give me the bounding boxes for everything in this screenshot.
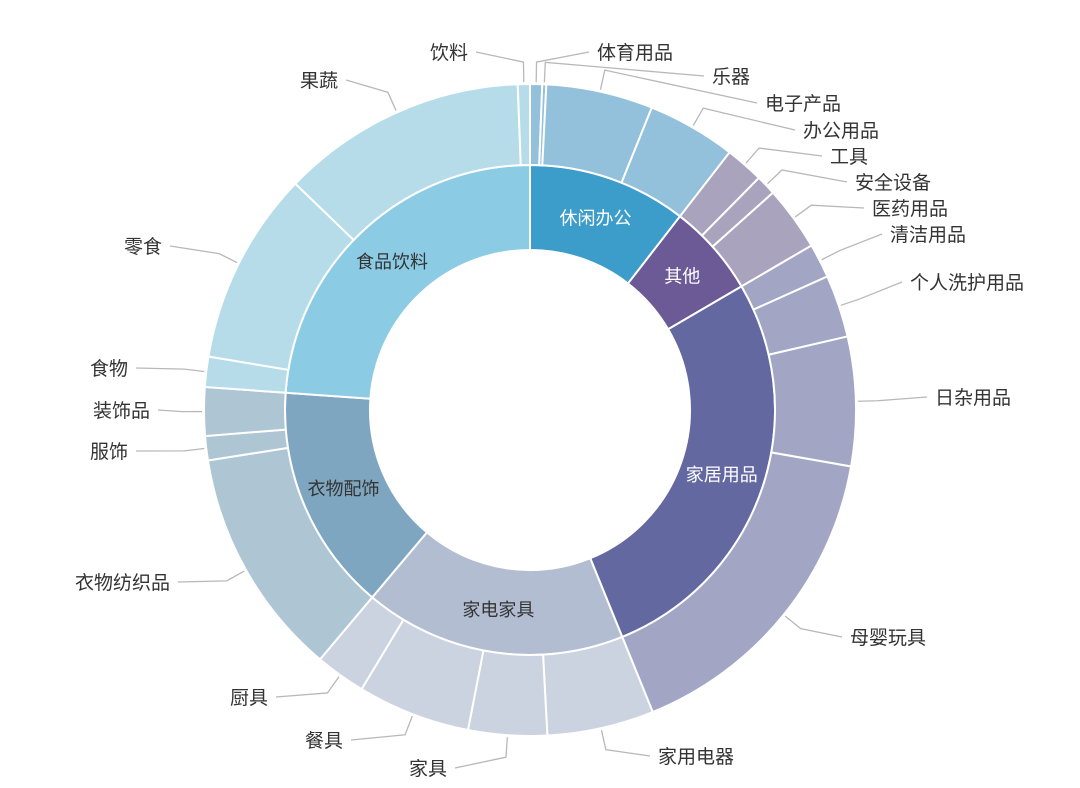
leader-line <box>350 715 413 741</box>
outer-slice-label: 清洁用品 <box>890 224 966 246</box>
outer-slice-label: 日杂用品 <box>935 387 1011 409</box>
leader-line <box>169 245 238 264</box>
leader-line <box>784 615 843 638</box>
outer-slice-label: 乐器 <box>712 66 750 88</box>
outer-slice-label: 餐具 <box>305 730 343 752</box>
inner-slice-label: 食品饮料 <box>356 252 428 273</box>
outer-slice[interactable] <box>203 385 287 438</box>
outer-slice-label: 母婴玩具 <box>850 627 926 649</box>
outer-slice-label: 电子产品 <box>765 93 841 115</box>
outer-slice-label: 办公用品 <box>803 120 879 142</box>
outer-slice-label: 医药用品 <box>872 198 948 220</box>
leader-line <box>840 281 903 306</box>
leader-line <box>599 69 758 104</box>
leader-line <box>692 107 796 131</box>
inner-slice-label: 其他 <box>664 266 700 287</box>
leader-line <box>345 79 397 111</box>
outer-slice-label: 衣物纺织品 <box>75 572 170 594</box>
leader-line <box>600 729 651 757</box>
leader-line <box>177 570 245 583</box>
outer-slice-label: 服饰 <box>90 441 128 463</box>
inner-slice-label: 衣物配饰 <box>307 479 379 500</box>
outer-slice-label: 厨具 <box>230 687 268 709</box>
outer-slice-label: 零食 <box>124 236 162 258</box>
leader-line <box>857 396 928 402</box>
leader-line <box>157 409 203 413</box>
leader-line <box>275 676 340 698</box>
outer-slice-label: 家用电器 <box>658 746 734 768</box>
inner-slice-label: 休闲办公 <box>560 208 632 229</box>
leader-line <box>794 204 865 218</box>
outer-slice-label: 安全设备 <box>855 172 931 194</box>
outer-slice[interactable] <box>516 82 531 167</box>
outer-slice[interactable] <box>767 335 857 468</box>
outer-slice-label: 装饰品 <box>93 400 150 422</box>
inner-slice-label: 家电家具 <box>462 600 534 621</box>
leader-line <box>767 169 848 185</box>
leader-line <box>454 737 509 769</box>
inner-slice-label: 家居用品 <box>686 465 758 486</box>
leader-line <box>543 61 705 83</box>
leader-line <box>821 233 883 261</box>
outer-slice-label: 果蔬 <box>300 70 338 92</box>
leader-line <box>535 51 590 83</box>
leader-line <box>135 367 205 373</box>
leader-line <box>135 447 205 452</box>
outer-slice-label: 工具 <box>830 146 868 168</box>
outer-slice-label: 家具 <box>409 758 447 780</box>
outer-slice-label: 个人洗护用品 <box>910 272 1024 294</box>
outer-slice-label: 体育用品 <box>597 42 673 64</box>
leader-line <box>475 51 525 83</box>
leader-line <box>745 147 823 164</box>
outer-slice-label: 食物 <box>90 358 128 380</box>
outer-slice-label: 饮料 <box>430 42 468 64</box>
